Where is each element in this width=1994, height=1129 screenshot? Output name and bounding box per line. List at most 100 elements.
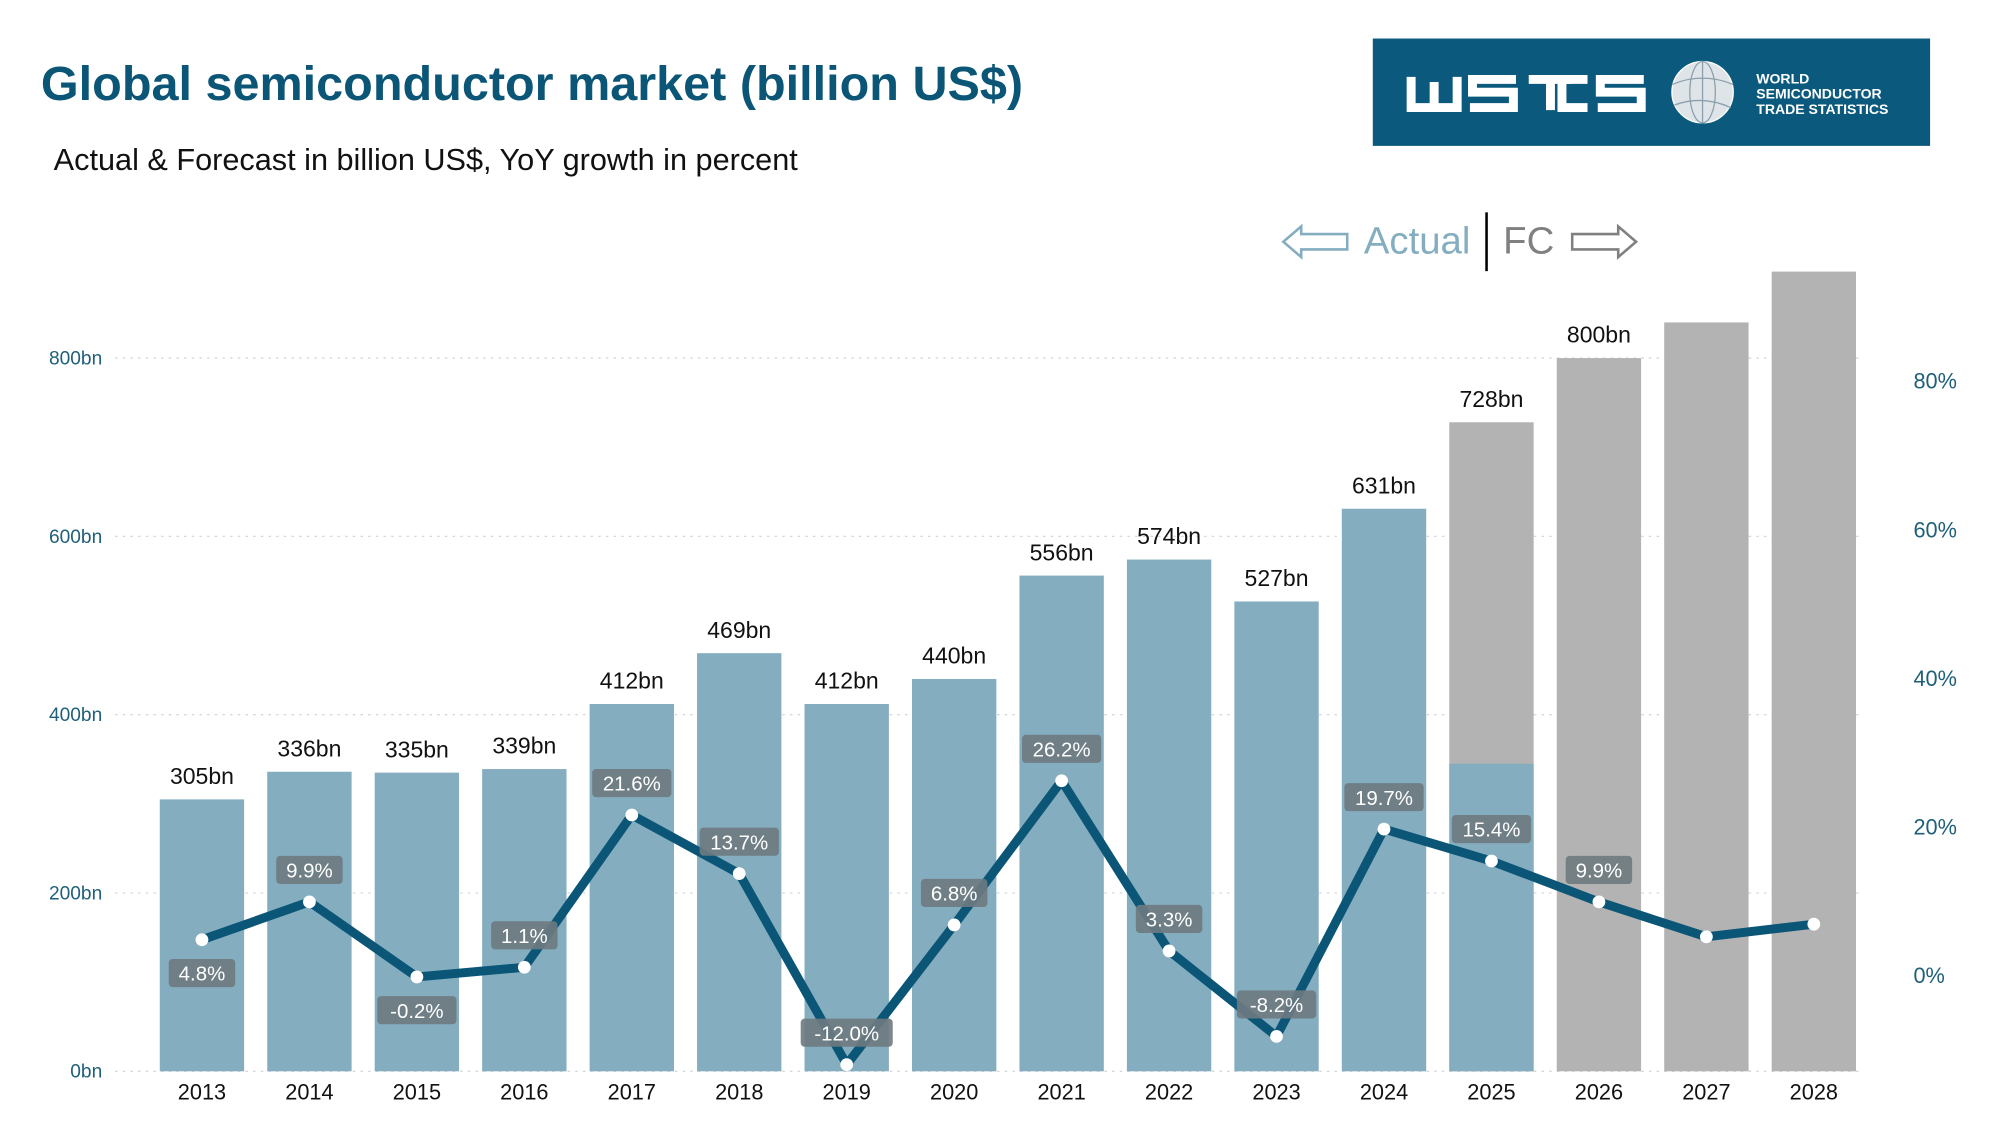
bar-value-label: 556bn	[1030, 539, 1094, 565]
right-tick-label: 80%	[1913, 369, 1956, 394]
x-axis-labels: 2013 2014 2015 2016 2017 2018 2019 2020 2021 2022…	[178, 1079, 1838, 1104]
bars: 305bn 336bn 335bn 339bn 412bn 469bn 412bn 440bn…	[159, 271, 1857, 1072]
forecast-bar	[1771, 271, 1857, 1072]
bar-value-label: 336bn	[277, 735, 341, 761]
growth-point	[195, 933, 209, 947]
bar-value-label: 339bn	[492, 733, 556, 759]
page-subtitle: Actual & Forecast in billion US$, YoY gr…	[54, 143, 799, 177]
growth-label-box	[491, 921, 558, 950]
bar-value-label: 440bn	[922, 643, 986, 669]
growth-label: 3.3%	[1146, 909, 1193, 932]
growth-label-box	[920, 878, 988, 908]
right-tick-label: 20%	[1913, 815, 1956, 840]
growth-label-box	[592, 768, 672, 798]
growth-label: 26.2%	[1033, 739, 1091, 762]
x-tick-label: 2027	[1682, 1079, 1730, 1104]
arrow-right-icon	[1570, 223, 1639, 260]
growth-label: -0.2%	[390, 1000, 443, 1023]
left-tick-label: 800bn	[49, 348, 102, 369]
forecast-bar	[1556, 358, 1642, 1072]
growth-label: 9.9%	[1576, 860, 1623, 883]
growth-point	[1162, 944, 1176, 958]
growth-point	[1592, 895, 1606, 909]
actual-bar	[911, 679, 997, 1072]
x-tick-label: 2022	[1145, 1079, 1193, 1104]
growth-label: 4.8%	[179, 963, 226, 986]
growth-point	[732, 867, 746, 881]
growth-label-box	[1236, 990, 1317, 1019]
arrow-left-icon	[1281, 223, 1349, 260]
growth-point	[1377, 822, 1391, 836]
growth-point	[517, 960, 531, 974]
x-tick-label: 2020	[930, 1079, 978, 1104]
x-tick-label: 2026	[1575, 1079, 1623, 1104]
growth-label-box	[800, 1018, 893, 1047]
bar-value-label: 412bn	[600, 668, 664, 694]
growth-point	[1699, 930, 1713, 944]
x-tick-label: 2018	[715, 1079, 763, 1104]
growth-label-box	[1451, 815, 1532, 844]
left-axis: 0bn 200bn 400bn 600bn 800bn	[49, 348, 102, 1082]
growth-polyline	[200, 776, 1815, 1070]
bar-value-label: 574bn	[1137, 523, 1201, 549]
x-tick-label: 2019	[823, 1079, 871, 1104]
svg-text:Actual: Actual	[1364, 219, 1471, 262]
growth-label-box	[1344, 783, 1424, 812]
growth-label: 6.8%	[931, 883, 978, 906]
growth-point	[1055, 774, 1069, 788]
growth-label-box	[699, 827, 779, 856]
growth-label-box	[1135, 904, 1203, 934]
right-tick-label: 0%	[1913, 963, 1944, 988]
bar-value-label: 469bn	[707, 617, 771, 643]
right-tick-label: 40%	[1913, 666, 1956, 691]
actual-bar	[589, 703, 674, 1072]
growth-point	[840, 1058, 854, 1071]
actual-bar	[374, 772, 460, 1072]
svg-text:WORLD: WORLD	[1756, 70, 1809, 86]
svg-text:TRADE STATISTICS: TRADE STATISTICS	[1756, 101, 1888, 117]
growth-label-box	[377, 996, 457, 1025]
svg-text:FC: FC	[1503, 219, 1554, 262]
growth-point	[303, 895, 316, 909]
growth-label: 9.9%	[286, 860, 333, 883]
right-tick-label: 60%	[1913, 517, 1956, 542]
growth-point	[1270, 1029, 1283, 1043]
left-tick-label: 600bn	[49, 527, 102, 548]
x-tick-label: 2017	[608, 1079, 656, 1104]
growth-label: 1.1%	[501, 925, 548, 948]
x-tick-label: 2023	[1252, 1079, 1300, 1104]
x-tick-label: 2015	[393, 1079, 441, 1104]
bar-value-label: 305bn	[170, 763, 234, 789]
bar-value-label: 412bn	[815, 668, 879, 694]
svg-text:SEMICONDUCTOR: SEMICONDUCTOR	[1756, 86, 1881, 102]
x-tick-label: 2021	[1037, 1079, 1085, 1104]
actual-bar	[1126, 559, 1212, 1072]
bar-value-label: 800bn	[1567, 322, 1631, 348]
bar-value-label: 728bn	[1459, 386, 1523, 412]
x-tick-label: 2014	[285, 1079, 333, 1104]
actual-bar	[1449, 763, 1534, 1072]
growth-label-box	[276, 855, 343, 884]
bar-value-label: 335bn	[385, 736, 449, 762]
actual-forecast-legend: Actual FC	[1281, 212, 1639, 272]
x-tick-label: 2016	[500, 1079, 548, 1104]
growth-point	[947, 918, 961, 932]
forecast-bar	[1664, 322, 1749, 1072]
x-tick-label: 2024	[1360, 1079, 1408, 1104]
growth-label-box	[1022, 734, 1102, 763]
right-axis: 0% 20% 40% 60% 80%	[1913, 369, 1956, 988]
bar-value-label: 527bn	[1245, 565, 1309, 591]
bar-value-label: 631bn	[1352, 472, 1416, 498]
growth-label: -12.0%	[814, 1022, 879, 1045]
growth-label: 13.7%	[710, 831, 768, 854]
growth-label: 19.7%	[1355, 787, 1413, 810]
growth-line: 4.8% 9.9% -0.2% 1.1% 21.6% 13.7% -12.0% 6.8% 26.…	[168, 734, 1821, 1071]
left-tick-label: 200bn	[49, 883, 102, 904]
growth-point	[1807, 917, 1821, 931]
x-tick-label: 2025	[1467, 1079, 1515, 1104]
left-tick-label: 400bn	[49, 705, 102, 726]
growth-point	[1485, 854, 1498, 868]
growth-label: 15.4%	[1462, 819, 1520, 842]
growth-point	[625, 808, 639, 822]
